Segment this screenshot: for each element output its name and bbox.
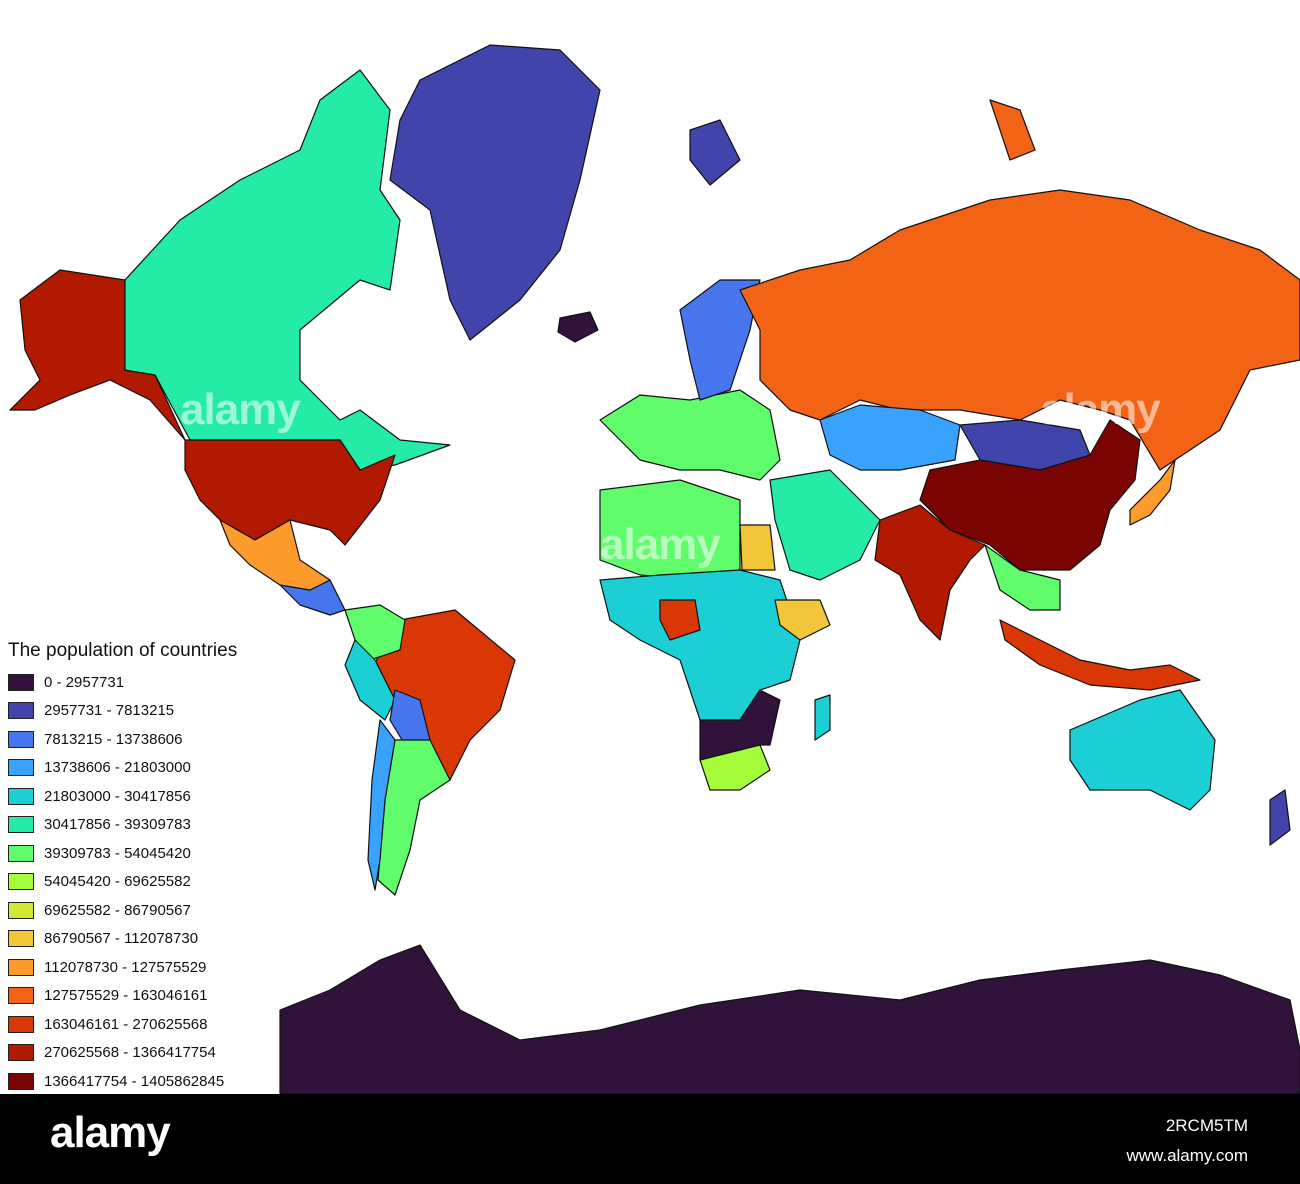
legend-item: 0 - 2957731 [8,668,308,697]
legend-label: 1366417754 - 1405862845 [44,1072,225,1090]
legend-swatch [8,702,34,720]
country-antarctica [279,944,1300,1094]
legend-item: 2957731 - 7813215 [8,697,308,726]
stock-logo: alamy [50,1108,171,1157]
image-id: 2RCM5TM [1165,1116,1248,1135]
legend-items: 0 - 2957731 2957731 - 7813215 7813215 - 13… [8,668,308,1096]
legend-swatch [8,1044,34,1062]
legend-item: 54045420 - 69625582 [8,868,308,897]
europe-mass [599,389,781,481]
legend-swatch [8,844,34,862]
legend-swatch [8,987,34,1005]
legend-title: The population of countries [8,640,238,661]
legend-item: 30417856 - 39309783 [8,811,308,840]
legend-item: 13738606 - 21803000 [8,754,308,783]
madagascar [814,694,831,741]
country-peru [344,639,396,721]
country-egypt [739,524,776,571]
legend-label: 69625582 - 86790567 [44,901,191,919]
legend-item: 69625582 - 86790567 [8,896,308,925]
legend: The population of countries 0 - 2957731 2… [8,640,308,1096]
legend-label: 86790567 - 112078730 [44,930,199,948]
country-russia [739,189,1300,471]
novaya-zemlya [989,99,1036,161]
watermark-right: alamy [1040,385,1161,434]
legend-item: 1366417754 - 1405862845 [8,1067,308,1096]
legend-label: 13738606 - 21803000 [44,759,191,777]
legend-swatch [8,673,34,691]
legend-label: 0 - 2957731 [44,673,125,691]
legend-item: 7813215 - 13738606 [8,725,308,754]
legend-label: 270625568 - 1366417754 [44,1044,216,1062]
country-united-states [184,439,396,546]
watermark-left: alamy [180,385,301,434]
country-kazakhstan [819,404,961,471]
country-indonesia [999,619,1201,691]
country-chile [367,719,396,891]
legend-label: 2957731 - 7813215 [44,702,175,720]
country-nigeria [659,599,701,641]
country-ethiopia [774,599,831,641]
legend-swatch [8,816,34,834]
legend-swatch [8,873,34,891]
legend-label: 112078730 - 127575529 [44,958,207,976]
country-australia [1069,689,1216,811]
legend-item: 270625568 - 1366417754 [8,1039,308,1068]
country-mexico [219,519,331,591]
legend-label: 54045420 - 69625582 [44,873,191,891]
legend-item: 86790567 - 112078730 [8,925,308,954]
middle-east [769,469,881,581]
stock-url: www.alamy.com [1126,1146,1248,1165]
stock-footer-bar: alamy 2RCM5TM www.alamy.com [0,1094,1300,1184]
legend-label: 163046161 - 270625568 [44,1015,208,1033]
legend-swatch [8,1015,34,1033]
country-india [874,504,986,641]
legend-label: 39309783 - 54045420 [44,844,191,862]
legend-swatch [8,901,34,919]
country-greenland [389,44,601,341]
legend-item: 112078730 - 127575529 [8,953,308,982]
new-zealand [1269,789,1291,846]
scandinavia [679,279,761,401]
country-japan [1129,459,1176,526]
legend-item: 39309783 - 54045420 [8,839,308,868]
legend-item: 21803000 - 30417856 [8,782,308,811]
landmasses [9,44,1300,1094]
country-iceland [557,311,599,343]
legend-item: 127575529 - 163046161 [8,982,308,1011]
legend-swatch [8,730,34,748]
world-population-map [9,44,1300,1094]
arctic-islands [689,119,741,186]
legend-label: 127575529 - 163046161 [44,987,208,1005]
legend-label: 21803000 - 30417856 [44,787,191,805]
country-mongolia [959,419,1091,471]
legend-label: 30417856 - 39309783 [44,816,191,834]
legend-swatch [8,759,34,777]
legend-swatch [8,930,34,948]
legend-item: 163046161 - 270625568 [8,1010,308,1039]
country-south-africa [699,744,771,791]
legend-swatch [8,787,34,805]
watermark-center: alamy [600,520,721,569]
legend-swatch [8,958,34,976]
legend-swatch [8,1072,34,1090]
legend-label: 7813215 - 13738606 [44,730,183,748]
